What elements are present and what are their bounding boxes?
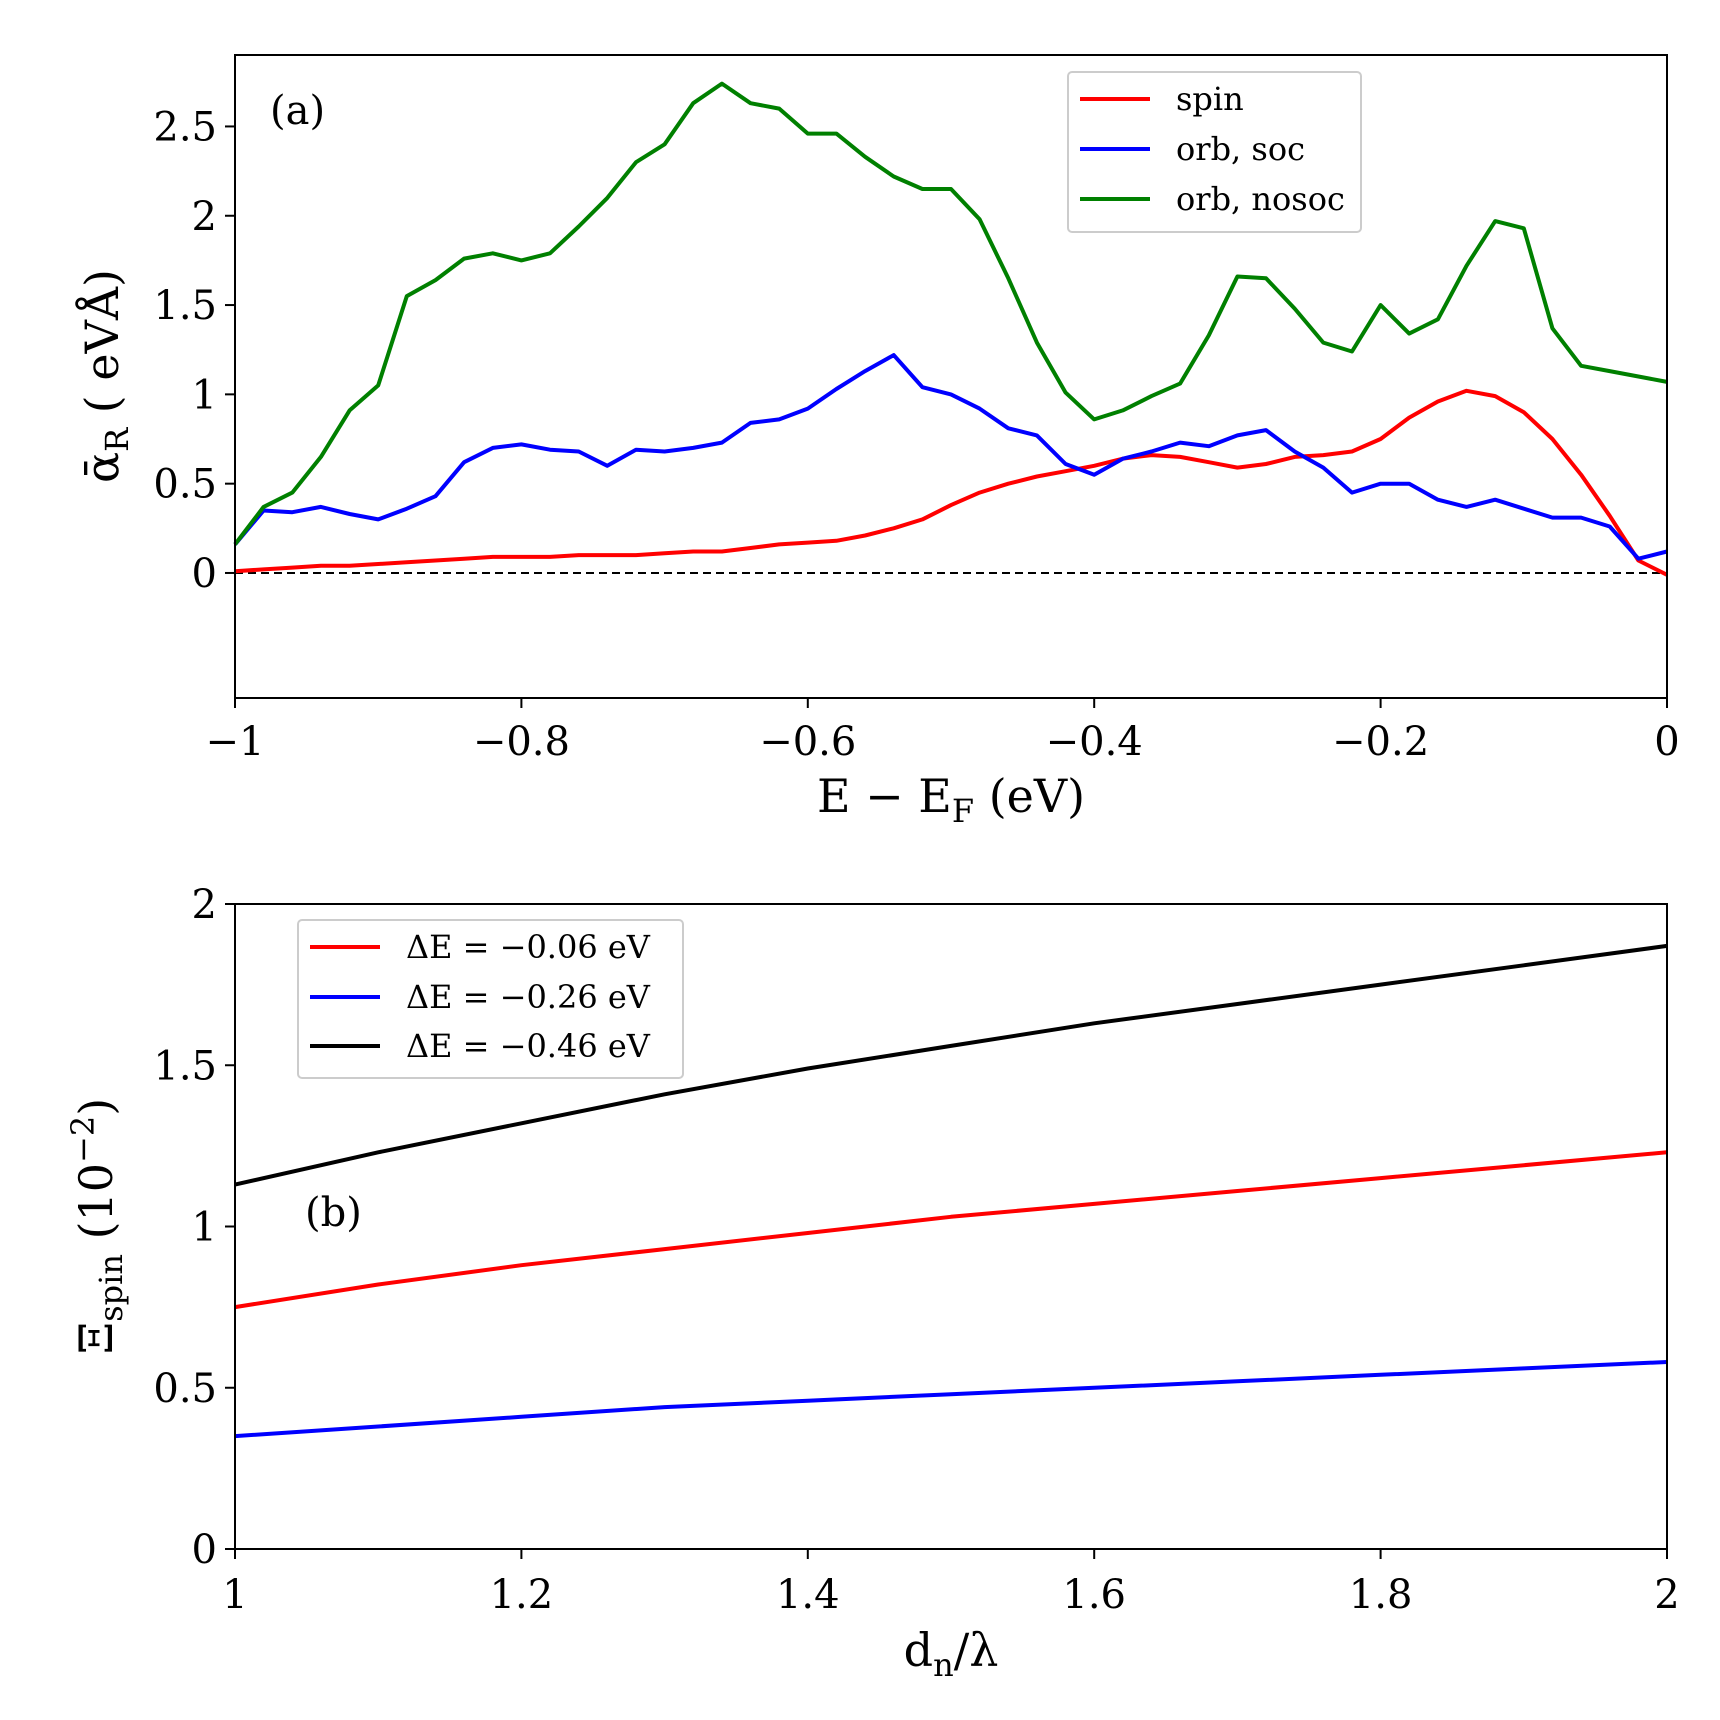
- panel-b-legend: ΔE = −0.06 eV ΔE = −0.26 eV ΔE = −0.46 e…: [297, 919, 684, 1079]
- panel-a-y-tick-label: 0.5: [153, 462, 217, 508]
- panel-b-y-axis-label: Ξspin (10−2): [64, 1098, 130, 1354]
- panel-a-x-tick-label: −1: [206, 719, 265, 765]
- panel-b-label: (b): [305, 1190, 362, 1236]
- panel-a-legend: spin orb, soc orb, nosoc: [1067, 71, 1362, 233]
- legend-b-label-046: ΔE = −0.46 eV: [406, 1027, 651, 1065]
- panel-a-label: (a): [270, 88, 325, 134]
- panel-b-y-tick-label: 1.5: [153, 1043, 217, 1089]
- panel-a-series-orb-soc: [233, 353, 1668, 561]
- panel-a-y-tick-label: 1.5: [153, 283, 217, 329]
- panel-b-series-e-0-46-ev: [234, 943, 1668, 1187]
- panel-b-x-axis-label: dn/λ: [904, 1623, 999, 1684]
- panel-b-x-tick-label: 1: [222, 1572, 247, 1618]
- panel-b-series-e-0-06-ev: [234, 1150, 1668, 1310]
- legend-a-label-spin: spin: [1176, 80, 1244, 118]
- panel-a-series-orb-nosoc: [233, 81, 1668, 546]
- panel-a-x-tick-label: −0.8: [473, 719, 570, 765]
- panel-a-x-tick-label: −0.6: [759, 719, 856, 765]
- panel-a-plot-frame: [234, 54, 1668, 699]
- panel-a-y-tick-label: 1: [192, 372, 217, 418]
- panel-b-y-tick-label: 0: [192, 1527, 217, 1573]
- legend-a-label-orb-nosoc: orb, nosoc: [1176, 180, 1345, 218]
- panel-b-x-tick-label: 1.2: [490, 1572, 554, 1618]
- legend-b-label-006: ΔE = −0.06 eV: [406, 928, 651, 966]
- panel-b-x-tick-label: 1.4: [776, 1572, 840, 1618]
- panel-b-x-tick-label: 2: [1654, 1572, 1679, 1618]
- panel-a-x-axis-label: E − EF (eV): [817, 769, 1085, 830]
- panel-b-y-tick-label: 2: [192, 882, 217, 928]
- panel-a-x-tick-label: −0.2: [1332, 719, 1429, 765]
- panel-a-x-tick-label: −0.4: [1046, 719, 1143, 765]
- legend-b-label-026: ΔE = −0.26 eV: [406, 978, 651, 1016]
- panel-b-x-tick-label: 1.8: [1349, 1572, 1413, 1618]
- panel-a-y-tick-label: 0: [192, 551, 217, 597]
- panel-b-y-tick-label: 1: [192, 1205, 217, 1251]
- panel-a-y-axis-label: ᾱR ( eVÅ): [74, 269, 136, 483]
- panel-b-series-e-0-26-ev: [234, 1360, 1668, 1439]
- panel-a-series-spin: [234, 388, 1668, 577]
- legend-a-label-orb-soc: orb, soc: [1176, 130, 1305, 168]
- panel-a-chart: −1 −0.8 −0.6 −0.4 −0.2 0 0 0.5 1 1.5 2 2.5 (a) spi…: [74, 54, 1680, 830]
- panel-b-y-tick-label: 0.5: [153, 1366, 217, 1412]
- panel-a-y-tick-label: 2: [192, 194, 217, 240]
- panel-a-y-tick-label: 2.5: [153, 104, 217, 150]
- panel-b-chart: 1 1.2 1.4 1.6 1.8 2 0 0.5 1 1.5 2 (b) ΔE = −0.06 …: [64, 882, 1680, 1684]
- panel-b-x-tick-label: 1.6: [1062, 1572, 1126, 1618]
- panel-a-x-tick-label: 0: [1654, 719, 1679, 765]
